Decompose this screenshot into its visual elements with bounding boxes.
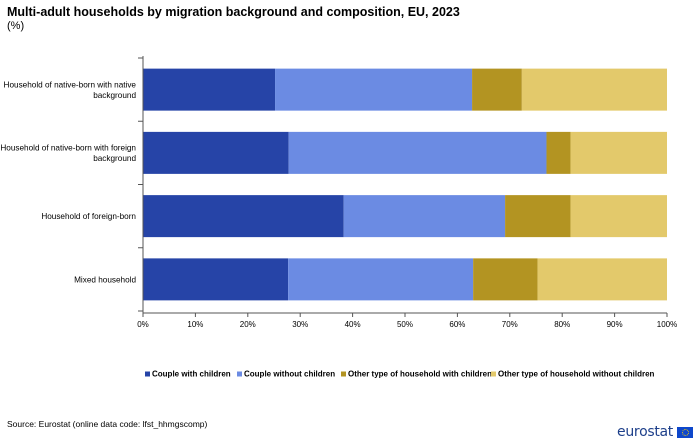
bar-4-series-4 (537, 258, 667, 301)
bar-2-series-3 (546, 131, 571, 174)
chart-title: Multi-adult households by migration back… (7, 5, 460, 19)
x-tick-label: 10% (187, 320, 203, 329)
logo-text: eurostat (617, 424, 673, 440)
legend-label: Other type of household with children (348, 370, 492, 379)
legend-label: Couple with children (152, 370, 231, 379)
legend-swatch (145, 371, 150, 377)
bar-1-series-3 (472, 68, 522, 111)
x-tick-label: 70% (502, 320, 518, 329)
bar-3-series-2 (343, 195, 506, 238)
bar-3-series-3 (505, 195, 571, 238)
bar-4-series-1 (143, 258, 289, 301)
bar-1-series-1 (143, 68, 276, 111)
bar-1-series-2 (275, 68, 473, 111)
bar-4-series-3 (473, 258, 538, 301)
x-tick-label: 0% (137, 320, 149, 329)
bar-4-series-2 (288, 258, 474, 301)
eu-flag-icon (677, 426, 693, 438)
x-tick-label: 80% (554, 320, 570, 329)
category-label: background (93, 91, 136, 100)
eurostat-logo: eurostat (617, 424, 693, 440)
x-tick-label: 20% (240, 320, 256, 329)
bar-2-series-1 (143, 131, 289, 174)
category-label: background (93, 154, 136, 163)
x-tick-label: 40% (345, 320, 361, 329)
legend-swatch (341, 371, 346, 377)
bar-2-series-4 (570, 131, 667, 174)
bar-3-series-4 (570, 195, 667, 238)
category-label: Mixed household (74, 275, 136, 284)
legend-swatch (491, 371, 496, 377)
x-tick-label: 90% (607, 320, 623, 329)
x-tick-label: 60% (449, 320, 465, 329)
legend-label: Couple without children (244, 370, 335, 379)
x-tick-label: 100% (657, 320, 677, 329)
bar-3-series-1 (143, 195, 344, 238)
category-label: Household of native-born with foreign (0, 144, 136, 153)
legend-label: Other type of household without children (498, 370, 655, 379)
category-label: Household of foreign-born (41, 212, 136, 221)
x-tick-label: 50% (397, 320, 413, 329)
bar-1-series-4 (521, 68, 667, 111)
chart-subtitle: (%) (7, 20, 25, 32)
legend-swatch (237, 371, 242, 377)
source-note: Source: Eurostat (online data code: lfst… (7, 419, 208, 429)
x-tick-label: 30% (292, 320, 308, 329)
bar-2-series-2 (288, 131, 547, 174)
category-label: Household of native-born with native (4, 80, 137, 89)
